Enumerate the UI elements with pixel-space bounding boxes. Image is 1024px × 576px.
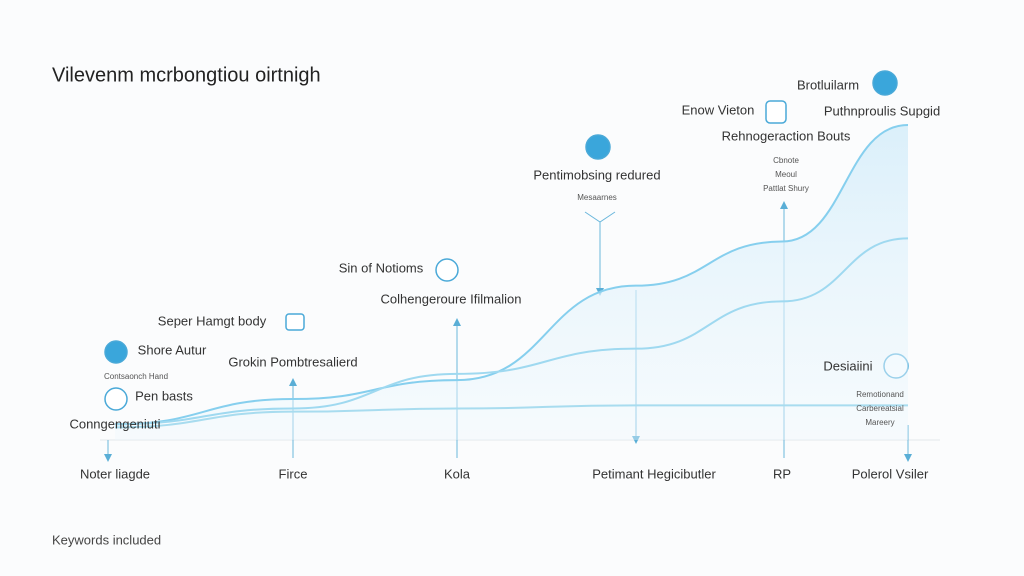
annotation: Shore Autur (138, 342, 207, 357)
annotation: Colhengeroure Ifilmalion (381, 291, 522, 306)
annotation: Remotionand (856, 390, 904, 399)
annotation: Puthnproulis Supgid (824, 103, 940, 118)
annotation: Conngengeniuti (69, 416, 160, 431)
annotation: Enow Vieton (682, 102, 755, 117)
x-tick-label: Noter liagde (80, 466, 150, 481)
annotation: Sin of Notioms (339, 260, 424, 275)
annotation: Mareery (865, 418, 894, 427)
series-line (114, 237, 909, 426)
annotation: Pen basts (135, 388, 193, 403)
annotation: Mesaarnes (577, 193, 617, 202)
annotation: Meoul (775, 170, 797, 179)
x-tick-label: Kola (444, 466, 471, 481)
annotation: Cbnote (773, 156, 799, 165)
area (115, 125, 908, 440)
x-tick-label: RP (773, 466, 791, 481)
annotation: Rehnogeraction Bouts (722, 128, 851, 143)
series-line (114, 124, 909, 426)
x-tick-label: Polerol Vsiler (852, 466, 929, 481)
footer: Keywords included (52, 532, 161, 547)
annotation: Seper Hamgt body (158, 313, 267, 328)
annotation: Contsaonch Hand (104, 372, 168, 381)
annotation: Grokin Pombtresalierd (228, 354, 357, 369)
annotation: Desiaiini (823, 358, 872, 373)
x-tick-label: Firce (279, 466, 308, 481)
chart-title: Vilevenm mcrbongtiou oirtnigh (52, 64, 321, 86)
annotation: Pattlat Shury (763, 184, 809, 193)
series-line (114, 404, 908, 429)
annotation: Pentimobsing redured (533, 167, 660, 182)
annotation: Brotluilarm (797, 77, 859, 92)
annotation: Carbereatsial (856, 404, 904, 413)
x-tick-label: Petimant Hegicibutler (592, 466, 716, 481)
icons (104, 70, 909, 411)
